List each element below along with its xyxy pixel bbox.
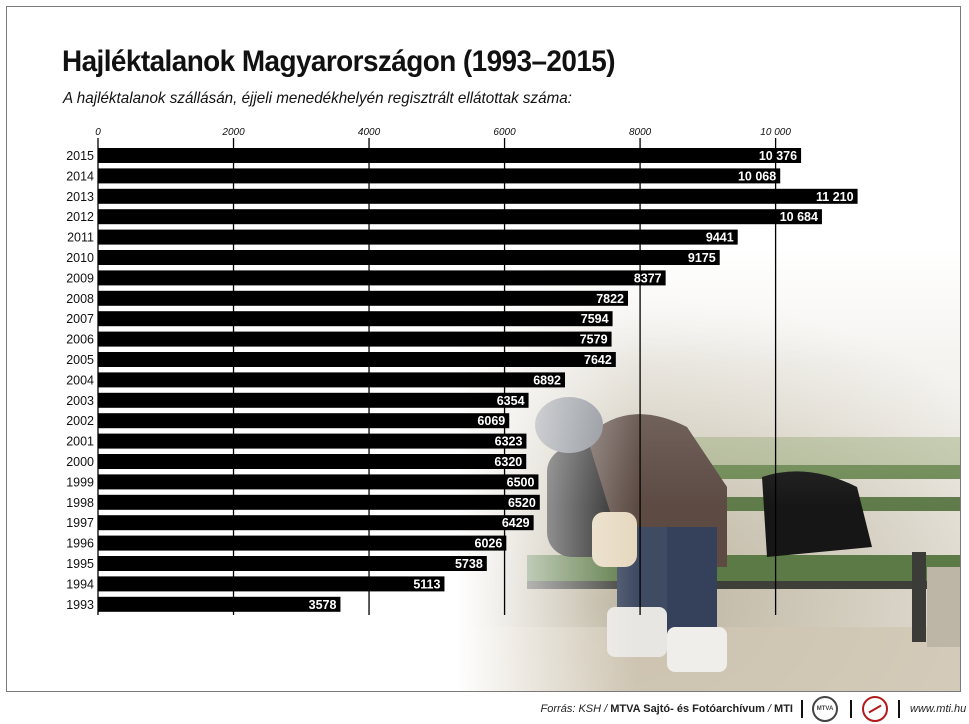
- y-tick-label: 2011: [67, 231, 94, 245]
- y-tick-label: 2014: [66, 169, 94, 183]
- bar: [98, 556, 487, 571]
- bar: [98, 331, 612, 347]
- y-tick-label: 2000: [66, 455, 94, 469]
- footer-separator: [898, 700, 900, 718]
- source-credit: Forrás: KSH / MTVA Sajtó- és Fotóarchívu…: [540, 703, 793, 715]
- bar: [98, 392, 529, 408]
- bar: [98, 494, 540, 510]
- data-label: 6892: [533, 373, 561, 387]
- footer-separator: [850, 700, 852, 718]
- x-tick-label: 8000: [629, 127, 652, 138]
- bar: [98, 596, 341, 612]
- bar: [98, 535, 507, 551]
- y-tick-label: 2005: [66, 353, 94, 367]
- bar: [98, 576, 445, 592]
- bar: [98, 413, 510, 429]
- bar: [98, 474, 539, 490]
- bar: [98, 209, 822, 225]
- y-tick-label: 2012: [66, 210, 94, 224]
- mtva-logo: MTVA: [812, 696, 838, 722]
- data-label: 6429: [502, 516, 530, 530]
- y-tick-label: 1993: [66, 598, 94, 612]
- y-tick-label: 2007: [66, 312, 94, 326]
- website-link[interactable]: www.mti.hu: [910, 703, 967, 715]
- x-tick-label: 4000: [358, 127, 381, 138]
- data-label: 9175: [688, 251, 716, 265]
- bar: [98, 515, 534, 531]
- data-label: 7822: [596, 292, 624, 306]
- data-label: 9441: [706, 231, 734, 245]
- data-label: 11 210: [816, 190, 854, 204]
- data-label: 6520: [508, 496, 536, 510]
- data-label: 5113: [413, 577, 440, 591]
- chart-title: Hajléktalanok Magyarországon (1993–2015): [62, 45, 616, 78]
- y-tick-label: 1994: [66, 577, 94, 591]
- chart-subtitle: A hajléktalanok szállásán, éjjeli menedé…: [63, 90, 572, 107]
- footer: Forrás: KSH / MTVA Sajtó- és Fotóarchívu…: [0, 694, 969, 724]
- data-label: 8377: [634, 271, 662, 285]
- data-label: 6320: [494, 455, 522, 469]
- bar: [98, 168, 781, 184]
- x-tick-label: 6000: [493, 127, 516, 138]
- data-label: 6026: [475, 537, 503, 551]
- y-tick-label: 1998: [66, 496, 94, 510]
- bar: [98, 229, 738, 245]
- bar: [98, 148, 802, 163]
- y-tick-label: 2006: [66, 333, 94, 347]
- y-tick-label: 2003: [66, 394, 94, 408]
- y-tick-label: 1997: [66, 516, 94, 530]
- y-tick-label: 2008: [66, 292, 94, 306]
- bar: [98, 311, 613, 327]
- footer-separator: [801, 700, 803, 718]
- bar: [98, 270, 666, 286]
- data-label: 10 684: [780, 210, 818, 224]
- y-tick-label: 1995: [66, 557, 94, 571]
- y-tick-label: 2009: [66, 271, 94, 285]
- bar: [98, 372, 566, 388]
- x-tick-label: 0: [95, 127, 101, 138]
- data-label: 7642: [584, 353, 612, 367]
- mti-logo: [862, 696, 888, 722]
- y-tick-label: 1999: [66, 475, 94, 489]
- data-label: 6500: [507, 475, 535, 489]
- bar: [98, 290, 629, 306]
- data-label: 6323: [495, 435, 523, 449]
- y-tick-label: 2004: [66, 373, 94, 387]
- data-label: 10 376: [759, 149, 797, 163]
- data-label: 7594: [581, 312, 609, 326]
- bar: [98, 454, 527, 469]
- data-label: 6354: [497, 394, 525, 408]
- bar: [98, 433, 527, 449]
- y-tick-label: 1996: [66, 537, 94, 551]
- y-tick-label: 2015: [66, 149, 94, 163]
- data-label: 6069: [477, 414, 505, 428]
- data-label: 10 068: [738, 169, 776, 183]
- x-tick-label: 2000: [221, 127, 245, 138]
- x-tick-label: 10 000: [760, 127, 791, 138]
- bar: [98, 188, 858, 204]
- data-label: 5738: [455, 557, 483, 571]
- y-tick-label: 2002: [66, 414, 94, 428]
- y-tick-label: 2001: [66, 435, 94, 449]
- bar: [98, 352, 616, 367]
- bar: [98, 250, 720, 265]
- y-tick-label: 2013: [66, 190, 94, 204]
- data-label: 7579: [580, 333, 608, 347]
- y-tick-label: 2010: [66, 251, 94, 265]
- data-label: 3578: [309, 598, 337, 612]
